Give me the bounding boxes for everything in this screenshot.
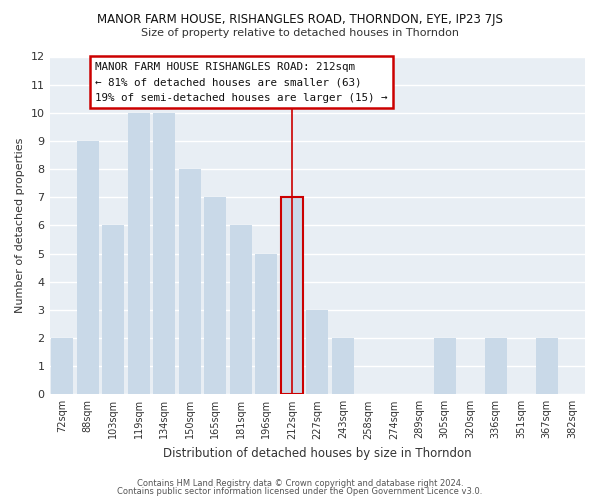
Bar [77,141,98,395]
Y-axis label: Number of detached properties: Number of detached properties [15,138,25,313]
Bar [103,226,124,394]
Bar [256,254,277,394]
Bar [485,338,506,394]
Bar [52,338,73,394]
Bar [154,113,175,394]
Bar [281,198,302,394]
Text: Contains HM Land Registry data © Crown copyright and database right 2024.: Contains HM Land Registry data © Crown c… [137,478,463,488]
Bar [307,310,328,394]
Text: MANOR FARM HOUSE, RISHANGLES ROAD, THORNDON, EYE, IP23 7JS: MANOR FARM HOUSE, RISHANGLES ROAD, THORN… [97,12,503,26]
Text: MANOR FARM HOUSE RISHANGLES ROAD: 212sqm
← 81% of detached houses are smaller (6: MANOR FARM HOUSE RISHANGLES ROAD: 212sqm… [95,62,388,103]
Text: Contains public sector information licensed under the Open Government Licence v3: Contains public sector information licen… [118,487,482,496]
Bar [536,338,557,394]
Bar [230,226,251,394]
Bar [205,198,226,394]
Bar [332,338,353,394]
Bar [179,169,200,394]
Bar [434,338,455,394]
Bar [128,113,149,394]
X-axis label: Distribution of detached houses by size in Thorndon: Distribution of detached houses by size … [163,447,472,460]
Text: Size of property relative to detached houses in Thorndon: Size of property relative to detached ho… [141,28,459,38]
